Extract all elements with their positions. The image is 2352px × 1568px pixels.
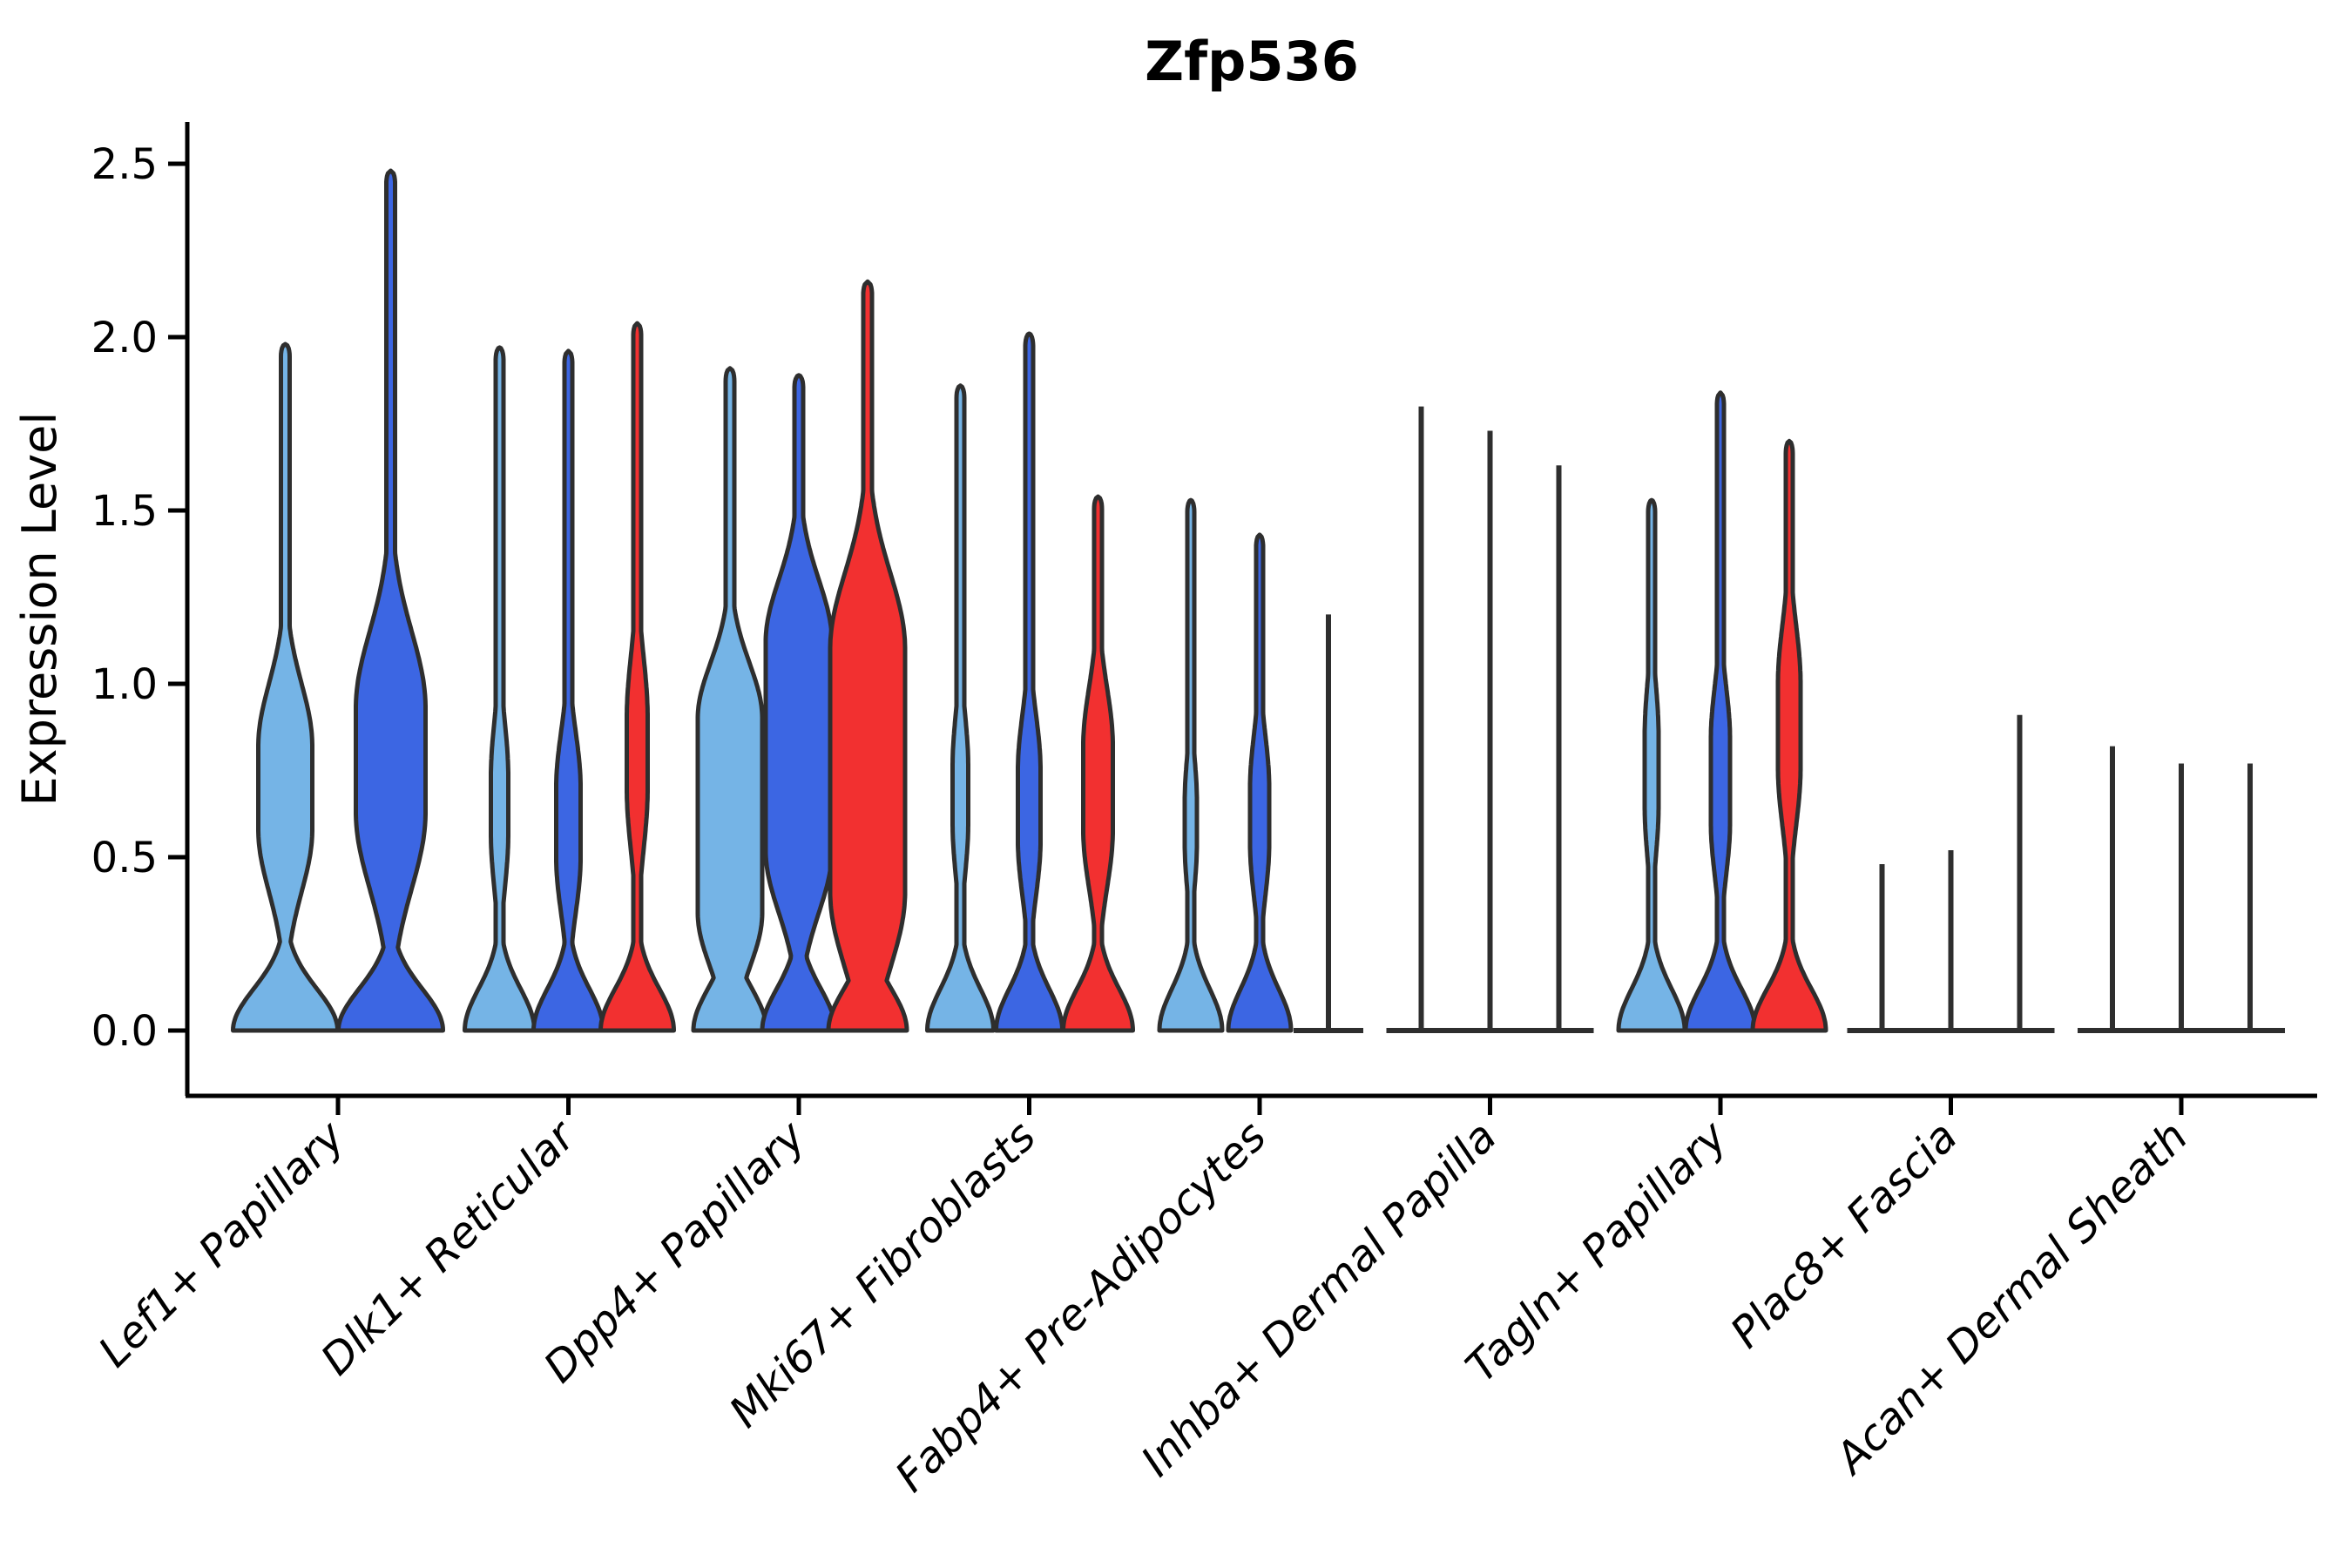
violin-fabp4-pre-adipocytes-s1: [1226, 532, 1294, 1033]
violin-tagln-papillary-s0: [1616, 497, 1687, 1033]
y-tick-label-2.0: 2.0: [91, 314, 158, 362]
violins-layer: [231, 168, 2285, 1033]
x-tick-label-dlk1-reticular: Dlk1+ Reticular: [311, 1110, 585, 1384]
y-tick-label-1.0: 1.0: [91, 660, 158, 709]
y-tick-label-0.0: 0.0: [91, 1007, 158, 1056]
violin-mki67-fibroblasts-s2: [1061, 494, 1135, 1033]
violin-dpp4-papillary-s2: [826, 279, 909, 1033]
violin-dlk1-reticular-s0: [463, 345, 537, 1033]
y-tick-label-1.5: 1.5: [91, 487, 158, 536]
violin-tagln-papillary-s2: [1750, 438, 1828, 1033]
violin-dlk1-reticular-s1: [531, 348, 605, 1033]
violin-tagln-papillary-s1: [1683, 390, 1758, 1033]
x-tick-label-fabp4-pre-adipocytes: Fabp4+ Pre-Adipocytes: [886, 1112, 1276, 1502]
violin-dpp4-papillary-s0: [691, 366, 769, 1033]
x-tick-label-plac8-fascia: Plac8+ Fascia: [1721, 1112, 1967, 1357]
violin-dpp4-papillary-s1: [760, 373, 838, 1033]
y-tick-label-2.5: 2.5: [91, 140, 158, 189]
violin-lef1-papillary-s0: [231, 341, 340, 1033]
violin-lef1-papillary-s1: [336, 168, 445, 1033]
violin-mki67-fibroblasts-s0: [925, 383, 996, 1033]
y-ticks-layer: 0.0 0.5 1.0 1.5 2.0 2.5: [91, 140, 187, 1056]
violin-mki67-fibroblasts-s1: [994, 331, 1064, 1033]
y-axis-label: Expression Level: [12, 412, 67, 807]
axes-layer: [185, 122, 2317, 1098]
x-tick-label-lef1-papillary: Lef1+ Papillary: [89, 1111, 355, 1376]
y-tick-label-0.5: 0.5: [91, 834, 158, 882]
chart-title: Zfp536: [1145, 30, 1359, 93]
violin-fabp4-pre-adipocytes-s0: [1157, 497, 1225, 1033]
violin-dlk1-reticular-s2: [598, 321, 676, 1033]
